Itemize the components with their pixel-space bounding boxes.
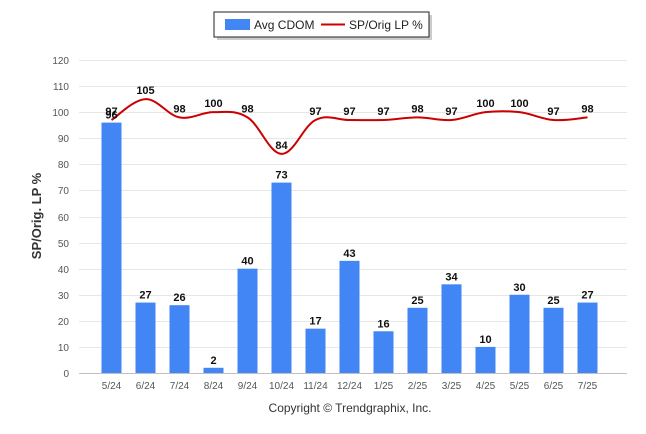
line-data-label: 98: [581, 103, 593, 115]
line-data-label: 100: [510, 98, 528, 110]
y-tick-label: 60: [58, 213, 70, 224]
bar-data-label: 96: [105, 110, 117, 122]
bar-data-label: 30: [513, 282, 525, 294]
line-data-label: 84: [275, 140, 288, 152]
legend: Avg CDOM SP/Orig LP %: [213, 11, 432, 40]
y-tick-label: 40: [58, 265, 70, 276]
legend-label-line: SP/Orig LP %: [349, 18, 423, 32]
x-axis-ticks: 5/24 6/24 7/24 8/24 9/24 10/24 11/24 12/24 1/25 2…: [102, 381, 598, 392]
bar-data-label: 25: [547, 295, 559, 307]
copyright-credit: Copyright © Trendgraphix, Inc.: [269, 401, 432, 415]
bar: [101, 122, 122, 373]
series-line: [110, 98, 588, 155]
x-tick-label: 6/24: [136, 381, 156, 392]
y-axis-ticks: 0 10 20 30 40 50 60 70 80 90 100 110 120: [52, 56, 69, 380]
bar-data-label: 27: [139, 290, 151, 302]
line-data-label: 97: [547, 106, 559, 118]
line-data-label: 98: [241, 103, 253, 115]
y-tick-label: 0: [63, 369, 69, 380]
bar: [475, 346, 496, 373]
bar: [169, 305, 190, 373]
y-tick-label: 30: [58, 291, 70, 302]
line-data-label: 97: [309, 106, 321, 118]
bar-data-labels: 96 27 26 2 40 73 17 43 16 25 34 10 30 25 27: [105, 110, 593, 367]
line-data-label: 97: [377, 106, 389, 118]
x-tick-label: 9/24: [238, 381, 258, 392]
x-tick-label: 11/24: [303, 381, 328, 392]
x-tick-label: 4/25: [476, 381, 496, 392]
bar: [441, 284, 462, 373]
bar-data-label: 10: [479, 334, 491, 346]
bar: [135, 302, 156, 373]
line-data-label: 97: [105, 106, 117, 118]
bar-data-label: 34: [445, 271, 458, 283]
legend-swatch-bar: [225, 19, 250, 30]
bar: [407, 307, 428, 373]
x-tick-label: 1/25: [374, 381, 394, 392]
bar: [237, 268, 258, 373]
line-data-label: 98: [411, 103, 423, 115]
bar: [271, 182, 292, 373]
line-data-label: 105: [136, 85, 154, 97]
bar-data-label: 17: [309, 316, 321, 328]
y-tick-label: 90: [58, 134, 70, 145]
x-tick-label: 3/25: [442, 381, 462, 392]
bar-data-label: 25: [411, 295, 423, 307]
y-tick-label: 20: [58, 317, 70, 328]
bar-data-label: 40: [241, 256, 253, 268]
bar: [305, 328, 326, 373]
x-tick-label: 7/25: [578, 381, 598, 392]
line-data-label: 100: [204, 98, 222, 110]
bar: [203, 367, 224, 373]
line-data-label: 100: [476, 98, 494, 110]
bar: [509, 294, 530, 373]
bar: [543, 307, 564, 373]
line-data-label: 97: [445, 106, 457, 118]
line-data-labels: 97 105 98 100 98 84 97 97 97 98 97 100 100 97 98: [105, 85, 593, 152]
x-tick-label: 12/24: [337, 381, 362, 392]
bar-data-label: 73: [275, 170, 287, 182]
y-tick-label: 70: [58, 186, 70, 197]
x-tick-label: 6/25: [544, 381, 564, 392]
line-data-label: 97: [343, 106, 355, 118]
bars: [101, 122, 598, 373]
y-tick-label: 110: [53, 82, 69, 93]
x-tick-label: 5/24: [102, 381, 122, 392]
y-tick-label: 120: [52, 56, 69, 67]
bar-data-label: 27: [581, 290, 593, 302]
bar-data-label: 16: [377, 318, 389, 330]
y-tick-label: 50: [58, 239, 70, 250]
x-tick-label: 8/24: [204, 381, 224, 392]
y-tick-label: 80: [58, 160, 70, 171]
legend-label-bar: Avg CDOM: [254, 18, 314, 32]
bar-data-label: 26: [173, 292, 185, 304]
y-tick-label: 10: [58, 343, 70, 354]
y-tick-label: 100: [52, 108, 69, 119]
line-data-label: 98: [173, 103, 185, 115]
x-tick-label: 2/25: [408, 381, 428, 392]
x-tick-label: 10/24: [269, 381, 294, 392]
bar-data-label: 2: [210, 355, 216, 367]
x-tick-label: 5/25: [510, 381, 530, 392]
x-tick-label: 7/24: [170, 381, 190, 392]
y-axis-label: SP/Orig. LP %: [29, 172, 44, 259]
bar-data-label: 43: [343, 248, 355, 260]
bar: [577, 302, 598, 373]
bar: [339, 260, 360, 373]
bar: [373, 331, 394, 373]
